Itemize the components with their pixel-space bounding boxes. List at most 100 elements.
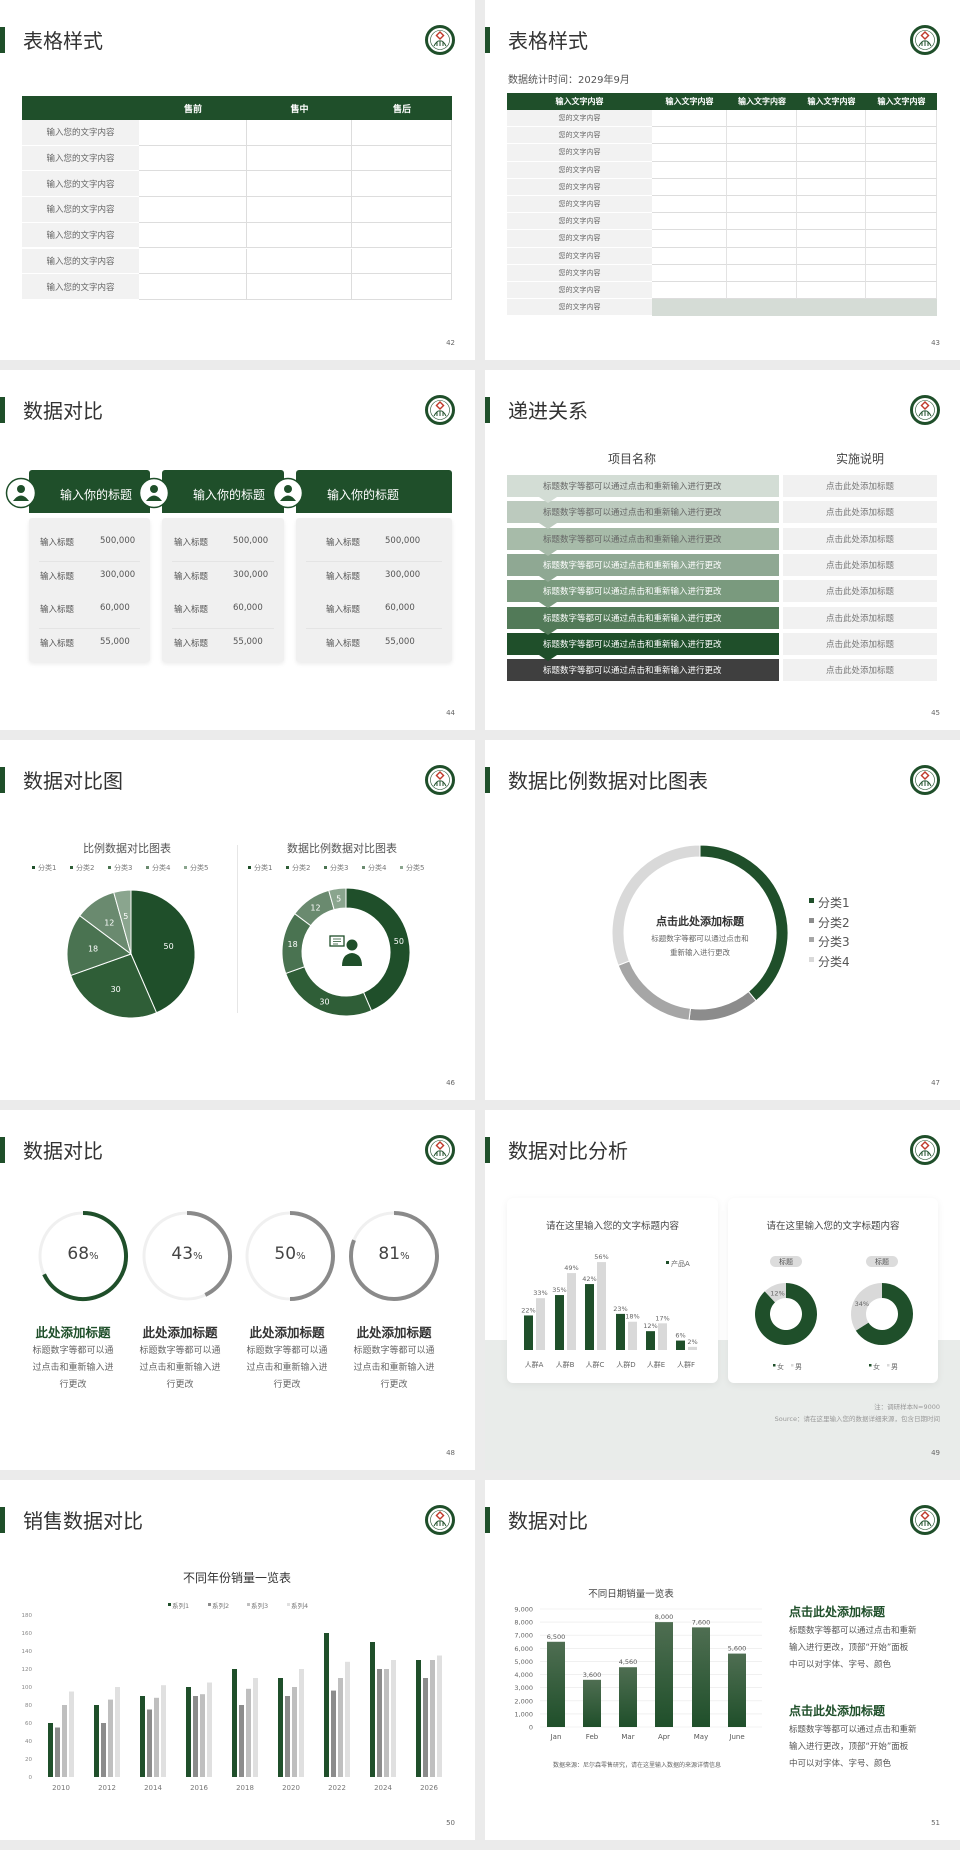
- school-logo-icon: [910, 765, 940, 795]
- table-cell[interactable]: [352, 248, 452, 275]
- table-cell[interactable]: [866, 213, 937, 231]
- table-merged-cell[interactable]: [652, 299, 937, 317]
- row-label: 输入标题: [40, 639, 75, 650]
- table-cell[interactable]: [866, 161, 937, 179]
- table-cell[interactable]: [139, 197, 247, 223]
- table-cell[interactable]: [652, 196, 727, 214]
- table-cell[interactable]: [727, 144, 797, 162]
- step-bar[interactable]: 标题数字等都可以通过点击和重新输入进行更改: [507, 659, 779, 682]
- table-cell[interactable]: [866, 178, 937, 196]
- table-cell[interactable]: [797, 247, 866, 265]
- step-note[interactable]: 点击此处添加标题: [783, 475, 937, 497]
- table-cell[interactable]: [652, 282, 727, 300]
- table-cell[interactable]: [866, 264, 937, 282]
- table-cell[interactable]: [866, 110, 937, 128]
- table-cell[interactable]: [352, 120, 452, 146]
- legend-label: 分类1: [254, 864, 273, 872]
- table-cell[interactable]: [727, 264, 797, 282]
- legend-label: 产品A: [671, 1259, 690, 1268]
- table-cell[interactable]: [352, 222, 452, 249]
- table-cell[interactable]: [652, 144, 727, 162]
- donut-slice-female: [755, 1283, 817, 1345]
- table-cell[interactable]: [652, 213, 727, 231]
- table-cell[interactable]: [247, 120, 352, 146]
- table-cell[interactable]: [727, 178, 797, 196]
- step-bar[interactable]: 标题数字等都可以通过点击和重新输入进行更改: [507, 501, 779, 530]
- table-cell[interactable]: [727, 196, 797, 214]
- bar: [161, 1685, 166, 1777]
- table-cell[interactable]: [652, 264, 727, 282]
- step-text: 标题数字等都可以通过点击和重新输入进行更改: [543, 666, 722, 677]
- step-note[interactable]: 点击此处添加标题: [783, 659, 937, 682]
- table-cell[interactable]: [727, 213, 797, 231]
- step-note[interactable]: 点击此处添加标题: [783, 527, 937, 550]
- step-note[interactable]: 点击此处添加标题: [783, 580, 937, 603]
- step-bar[interactable]: 标题数字等都可以通过点击和重新输入进行更改: [507, 475, 779, 503]
- step-bar[interactable]: 标题数字等都可以通过点击和重新输入进行更改: [507, 553, 779, 582]
- ring-value-number: 81: [378, 1244, 401, 1264]
- table-row-label: 输入您的文字内容: [22, 145, 139, 172]
- table-cell[interactable]: [727, 282, 797, 300]
- step-bar[interactable]: 标题数字等都可以通过点击和重新输入进行更改: [507, 527, 779, 556]
- logo-inner-ring: [915, 30, 935, 50]
- table-cell[interactable]: [652, 127, 727, 145]
- table-cell[interactable]: [797, 161, 866, 179]
- table-cell[interactable]: [797, 144, 866, 162]
- step-bar[interactable]: 标题数字等都可以通过点击和重新输入进行更改: [507, 606, 779, 635]
- table-cell[interactable]: [247, 145, 352, 172]
- table-cell[interactable]: [727, 127, 797, 145]
- ring-value-number: 43: [171, 1244, 194, 1264]
- table-cell[interactable]: [797, 230, 866, 248]
- table-cell[interactable]: [866, 127, 937, 145]
- table-cell[interactable]: [727, 247, 797, 265]
- step-bar[interactable]: 标题数字等都可以通过点击和重新输入进行更改: [507, 632, 779, 661]
- table-cell[interactable]: [139, 120, 247, 146]
- table-cell[interactable]: [866, 247, 937, 265]
- step-note[interactable]: 点击此处添加标题: [783, 606, 937, 629]
- legend-label: 系列3: [251, 1601, 268, 1610]
- table-cell[interactable]: [139, 248, 247, 275]
- table-cell[interactable]: [652, 247, 727, 265]
- table-cell[interactable]: [247, 248, 352, 275]
- table-cell[interactable]: [352, 145, 452, 172]
- table-cell[interactable]: [247, 197, 352, 223]
- table-cell[interactable]: [247, 274, 352, 300]
- table-cell[interactable]: [727, 161, 797, 179]
- table-cell[interactable]: [352, 274, 452, 300]
- step-note[interactable]: 点击此处添加标题: [783, 501, 937, 524]
- table-cell[interactable]: [797, 178, 866, 196]
- donut-tag: 标题: [770, 1256, 802, 1267]
- table-cell[interactable]: [866, 282, 937, 300]
- table-cell[interactable]: [866, 144, 937, 162]
- table-cell[interactable]: [866, 196, 937, 214]
- block-text: 标题数字等都可以通过点击和重新: [789, 1725, 917, 1735]
- table-cell[interactable]: [139, 274, 247, 300]
- table-cell[interactable]: [247, 222, 352, 249]
- table-cell[interactable]: [352, 171, 452, 198]
- table-cell[interactable]: [652, 230, 727, 248]
- table-cell[interactable]: [352, 197, 452, 223]
- table-cell[interactable]: [797, 196, 866, 214]
- step-note[interactable]: 点击此处添加标题: [783, 632, 937, 655]
- table-cell[interactable]: [139, 145, 247, 172]
- table-cell[interactable]: [866, 230, 937, 248]
- table-cell[interactable]: [247, 171, 352, 198]
- table-cell[interactable]: [797, 264, 866, 282]
- table-cell[interactable]: [797, 127, 866, 145]
- table-cell[interactable]: [727, 110, 797, 128]
- table-cell[interactable]: [797, 110, 866, 128]
- step-bar[interactable]: 标题数字等都可以通过点击和重新输入进行更改: [507, 580, 779, 609]
- table-cell[interactable]: [727, 230, 797, 248]
- chart-title: 数据比例数据对比图表: [287, 842, 397, 855]
- legend-label: 分类5: [406, 864, 425, 872]
- step-note[interactable]: 点击此处添加标题: [783, 553, 937, 576]
- table-cell[interactable]: [797, 282, 866, 300]
- table-cell[interactable]: [797, 213, 866, 231]
- table-cell[interactable]: [652, 178, 727, 196]
- bar: [207, 1682, 212, 1777]
- table-cell[interactable]: [652, 161, 727, 179]
- table-cell[interactable]: [139, 222, 247, 249]
- card-title: 输入你的标题: [193, 488, 266, 502]
- table-cell[interactable]: [139, 171, 247, 198]
- table-cell[interactable]: [652, 110, 727, 128]
